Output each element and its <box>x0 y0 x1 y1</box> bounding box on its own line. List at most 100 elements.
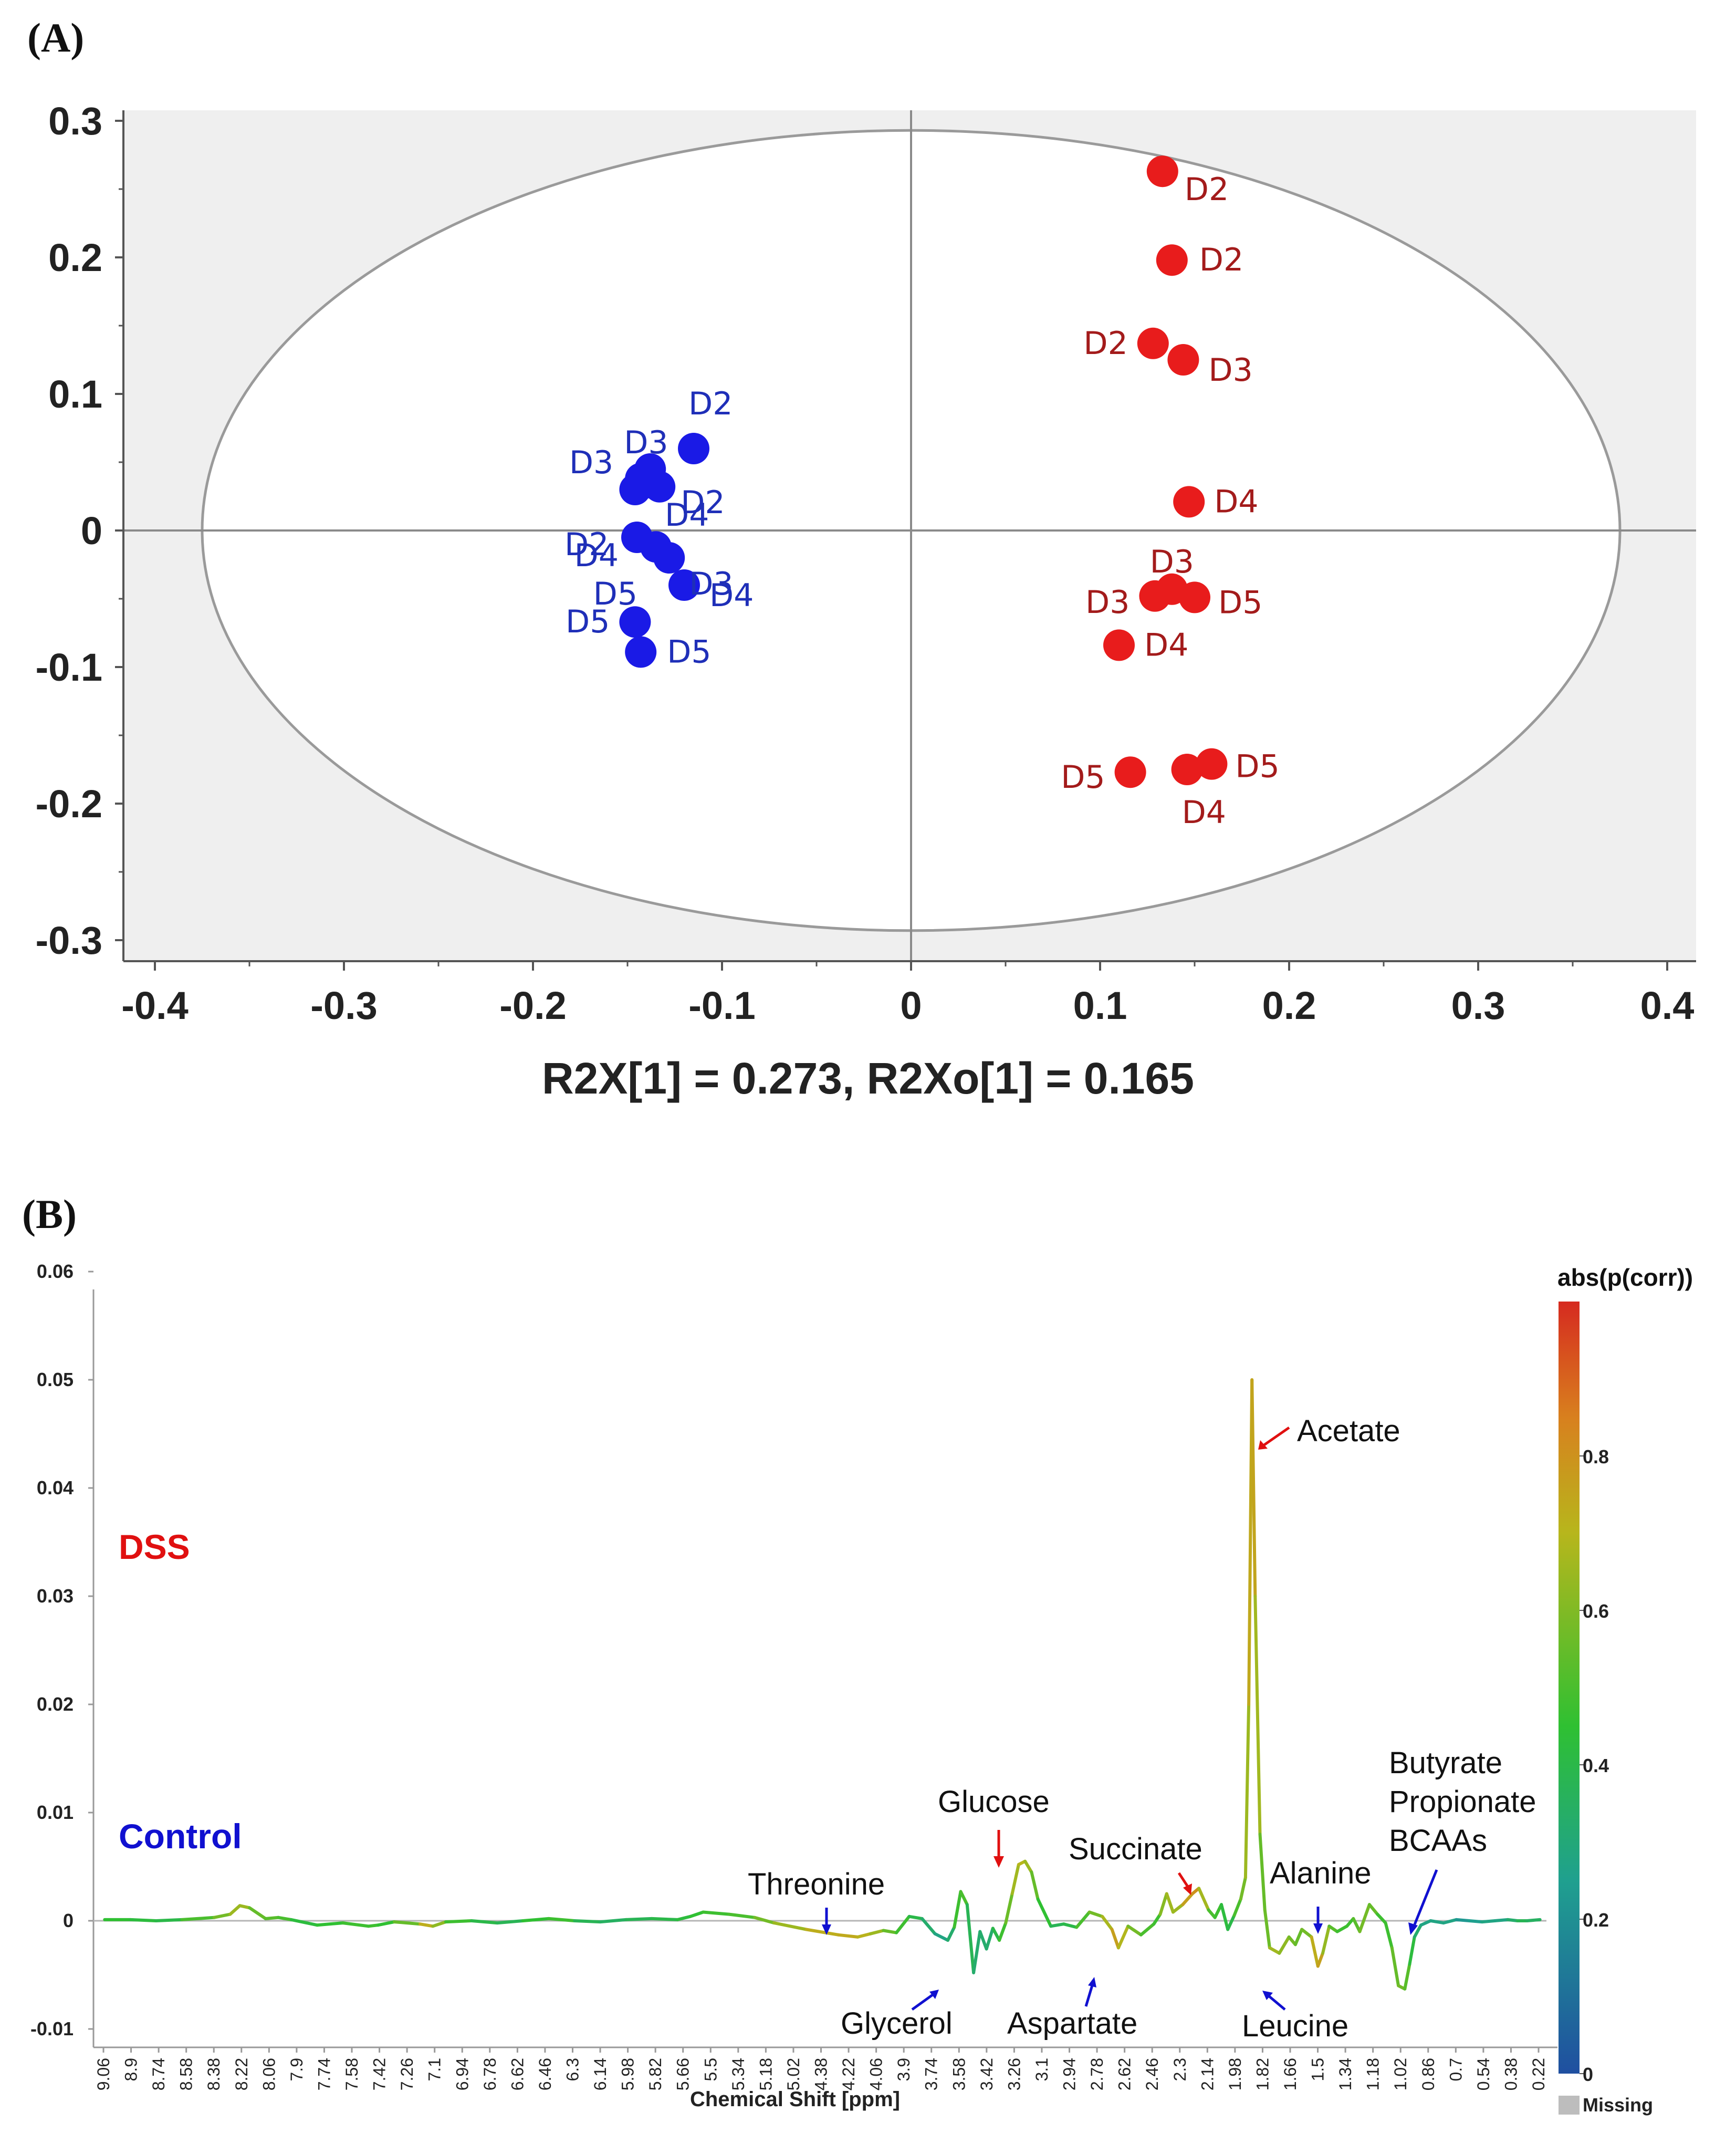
point-label: D2 <box>688 386 733 422</box>
x-tick-label-b: 4.38 <box>812 2058 831 2090</box>
loading-segment <box>1403 1962 1411 1991</box>
loading-segment <box>869 1929 885 1935</box>
loading-segment <box>1441 1918 1458 1925</box>
colorbar-gradient <box>1559 1302 1580 2074</box>
loading-segment <box>1493 1918 1510 1922</box>
x-tick-label-b: 5.98 <box>619 2058 637 2090</box>
loading-segment <box>573 1919 602 1924</box>
y-tick-label: 0.1 <box>48 372 102 416</box>
panel-b-label: (B) <box>22 1191 77 1237</box>
loading-segment <box>367 1923 380 1928</box>
arrow-butyrate <box>1413 1869 1438 1925</box>
loading-segment <box>1367 1903 1379 1916</box>
loading-segment <box>978 1930 988 1951</box>
loading-segment <box>804 1928 840 1937</box>
dss-group-label: DSS <box>119 1527 190 1566</box>
loading-segment <box>1126 1924 1143 1937</box>
x-tick-label-b: 9.06 <box>94 2058 113 2090</box>
point-label: D5 <box>566 603 610 640</box>
y-tick-label: -0.2 <box>35 782 102 826</box>
missing-swatch <box>1559 2096 1580 2115</box>
loading-segment <box>1101 1914 1114 1931</box>
y-tick-label: -0.1 <box>35 646 102 689</box>
annotation-threonine: Threonine <box>748 1867 885 1901</box>
loading-segment <box>1467 1919 1484 1924</box>
data-points <box>619 155 1228 788</box>
arrowhead-glucose <box>994 1856 1004 1868</box>
control-group-label: Control <box>119 1817 242 1856</box>
loading-segment <box>1300 1928 1313 1939</box>
loading-segment <box>953 1890 963 1929</box>
y-tick-label-b: -0.01 <box>30 2018 74 2039</box>
loading-segment <box>1268 1946 1281 1955</box>
point-label: D2 <box>1185 171 1229 208</box>
point-label: D5 <box>1235 748 1279 785</box>
annotation-bcaas: BCAAs <box>1389 1824 1487 1858</box>
x-tick-label: -0.4 <box>121 984 189 1027</box>
control-point <box>619 606 651 638</box>
loading-segment <box>264 1916 280 1920</box>
loading-segment <box>392 1920 422 1926</box>
x-tick-label-b: 6.3 <box>563 2058 582 2081</box>
loading-segment <box>998 1921 1008 1942</box>
y-tick-label-b: 0.03 <box>37 1585 74 1607</box>
loading-segment <box>1139 1922 1156 1937</box>
loading-segment <box>470 1919 499 1925</box>
x-tick-label-b: 5.18 <box>756 2058 775 2090</box>
loading-segment <box>377 1920 396 1927</box>
point-label: D3 <box>569 444 613 481</box>
loading-segment <box>521 1917 550 1922</box>
x-tick-label-b: 8.58 <box>177 2058 196 2090</box>
x-tick-label-b: 1.34 <box>1336 2058 1355 2090</box>
x-tick-label-b: 5.02 <box>784 2058 803 2090</box>
dss-point <box>1114 756 1146 788</box>
loading-segment <box>921 1917 937 1935</box>
y-tick-label-b: 0.05 <box>37 1369 74 1390</box>
loading-segment <box>1506 1918 1519 1922</box>
point-label: D2 <box>1199 242 1243 278</box>
x-tick-label-b: 1.02 <box>1391 2058 1410 2090</box>
loading-segment <box>1310 1935 1320 1968</box>
control-point <box>668 569 700 601</box>
colorbar-ticks: 0.8 0.6 0.4 0.2 0 <box>1580 1446 1609 2085</box>
colorbar-tick-label: 0.4 <box>1583 1755 1609 1776</box>
x-tick-label-b: 3.26 <box>1005 2058 1023 2090</box>
y-tick-label: -0.3 <box>35 919 102 962</box>
arrowhead-leucine <box>1262 1991 1273 2000</box>
loading-segment <box>248 1906 267 1920</box>
x-tick-label-b: 1.66 <box>1281 2058 1300 2090</box>
y-tick-label: 0.2 <box>48 236 102 279</box>
loading-segment <box>856 1932 872 1939</box>
colorbar-tick-label: 0 <box>1583 2064 1593 2085</box>
loading-segment <box>599 1918 628 1924</box>
loading-segment <box>180 1916 216 1921</box>
loading-segment <box>688 1910 705 1918</box>
y-tick-label-b: 0.04 <box>37 1477 74 1498</box>
loading-segment <box>1278 1935 1291 1955</box>
loading-segment <box>431 1920 447 1928</box>
point-label: D4 <box>665 497 709 534</box>
arrow-leucine <box>1268 1995 1286 2011</box>
x-tick-label: 0.1 <box>1073 984 1127 1027</box>
x-axis-title: R2X[1] = 0.273, R2Xo[1] = 0.165 <box>542 1054 1194 1103</box>
x-tick-label-b: 0.86 <box>1419 2058 1438 2090</box>
x-tick-label-b: 7.42 <box>370 2058 389 2090</box>
loading-segment <box>772 1921 808 1931</box>
loading-segment <box>1226 1913 1236 1931</box>
x-tick-label-b: 3.1 <box>1032 2058 1051 2081</box>
arrow-succinate <box>1177 1872 1189 1888</box>
loading-segment <box>676 1914 692 1921</box>
x-tick-label-b: 7.26 <box>398 2058 416 2090</box>
loading-segment <box>228 1904 242 1916</box>
y-axis-ticks-b: 0.06 0.05 0.04 0.03 0.02 0.01 0 -0.01 <box>30 1261 93 2039</box>
point-label: D5 <box>593 576 637 612</box>
loading-segment <box>933 1932 949 1942</box>
loading-segment <box>1390 1946 1400 1987</box>
metabolite-annotations: Acetate Glucose Succinate Threonine Alan… <box>748 1414 1536 2043</box>
y-tick-label-b: 0.01 <box>37 1802 74 1823</box>
arrowhead-threonine <box>822 1924 831 1935</box>
loading-segment <box>1049 1922 1065 1928</box>
arrow-glycerol <box>911 1993 934 2011</box>
loading-segment <box>1165 1892 1175 1914</box>
